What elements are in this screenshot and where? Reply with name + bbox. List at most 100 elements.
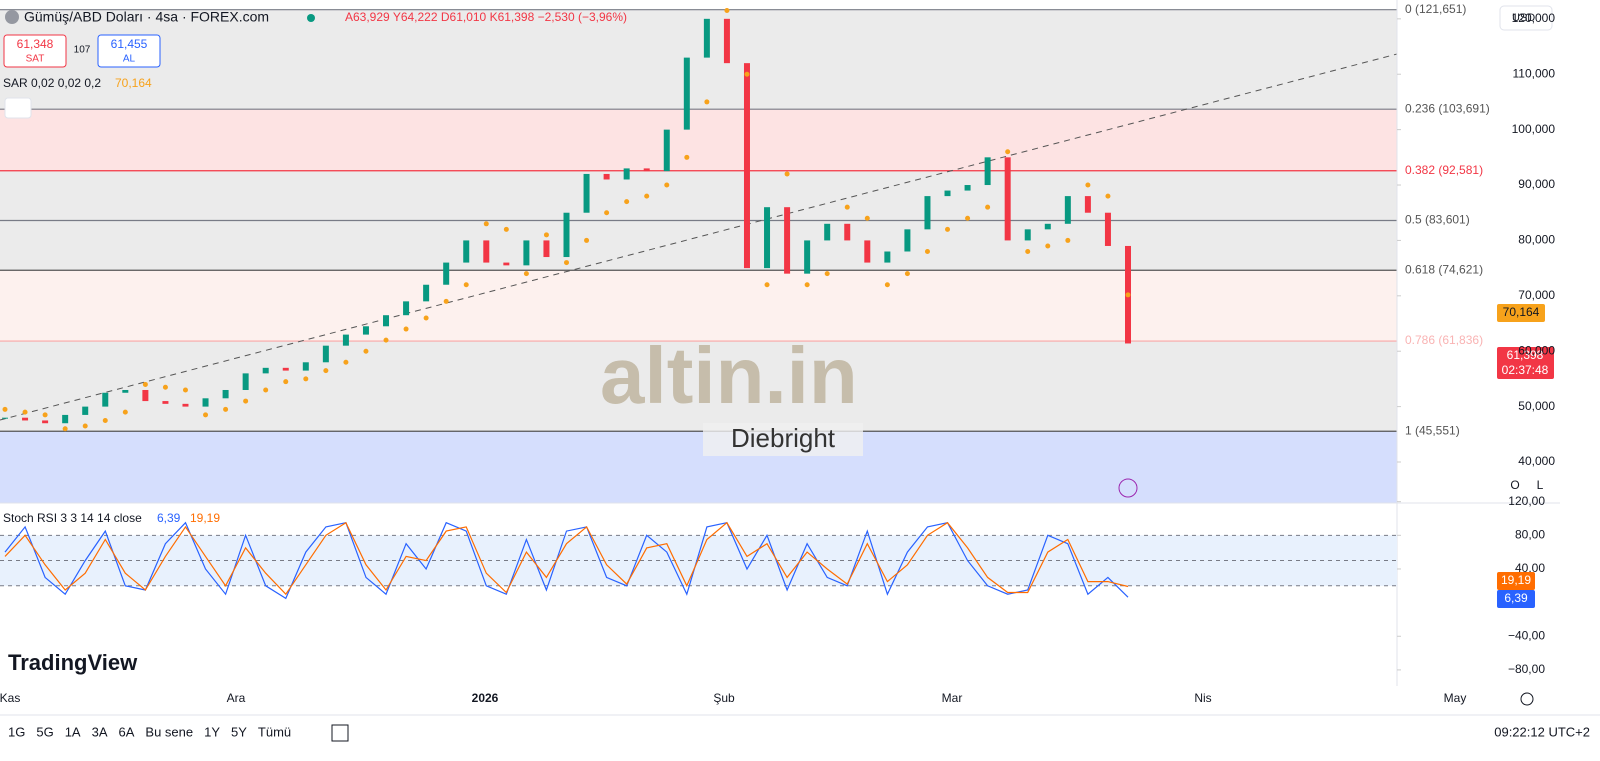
fib-label: 0.618 (74,621) bbox=[1405, 262, 1483, 276]
candle bbox=[82, 406, 89, 415]
range-button[interactable]: 5Y bbox=[231, 724, 247, 739]
candle bbox=[563, 212, 570, 258]
sar-dot bbox=[303, 376, 309, 382]
y-tick-label: −80,00 bbox=[1508, 662, 1545, 676]
y-tick-label: 100,000 bbox=[1512, 122, 1556, 136]
candle bbox=[703, 18, 710, 58]
range-button[interactable]: 6A bbox=[119, 724, 135, 739]
fib-band bbox=[0, 220, 1397, 271]
y-tick-label: 90,000 bbox=[1518, 177, 1555, 191]
candle bbox=[643, 168, 650, 172]
stoch-line bbox=[4, 521, 1129, 600]
candle bbox=[764, 207, 771, 269]
fib-band bbox=[0, 170, 1397, 221]
sar-dot bbox=[884, 282, 890, 288]
candle bbox=[463, 240, 470, 263]
range-button[interactable]: 1A bbox=[65, 724, 81, 739]
sell-button[interactable] bbox=[3, 34, 67, 68]
sar-dot bbox=[283, 379, 289, 385]
sar-dot bbox=[243, 398, 249, 404]
sar-dot bbox=[684, 154, 690, 160]
sar-dot bbox=[223, 406, 229, 412]
symbol[interactable]: Gümüş/ABD Doları · 4sa · FOREX.com bbox=[24, 9, 269, 25]
candle bbox=[964, 185, 971, 191]
currency-button[interactable] bbox=[1499, 5, 1553, 31]
candle bbox=[723, 18, 730, 64]
candle bbox=[22, 417, 29, 421]
fib-label: 0.5 (83,601) bbox=[1405, 213, 1470, 227]
symbol-icon bbox=[5, 10, 19, 24]
sar-dot bbox=[203, 412, 209, 418]
event-icon[interactable] bbox=[1118, 478, 1138, 498]
sar-dot bbox=[363, 348, 369, 354]
sar-dot bbox=[604, 210, 610, 216]
sar-dot bbox=[644, 193, 650, 199]
sar-dot bbox=[844, 204, 850, 210]
y-tick-label: 80,000 bbox=[1518, 233, 1555, 247]
fib-band bbox=[0, 341, 1397, 432]
settings-icon[interactable] bbox=[1520, 692, 1534, 706]
sar-value: 70,164 bbox=[115, 76, 152, 90]
buy-button[interactable] bbox=[97, 34, 161, 68]
fib-label: 0.786 (61,836) bbox=[1405, 333, 1483, 347]
scale-l[interactable]: L bbox=[1537, 478, 1544, 492]
buy-label: AL bbox=[123, 54, 136, 65]
sar-dot bbox=[383, 337, 389, 343]
y-tick-label: 70,000 bbox=[1518, 288, 1555, 302]
sar-dot bbox=[483, 221, 489, 227]
sar-dot bbox=[784, 171, 790, 177]
sar-dot bbox=[102, 417, 108, 423]
candle bbox=[182, 403, 189, 407]
candle bbox=[122, 389, 129, 393]
candle bbox=[944, 190, 951, 197]
fib-label: 0.236 (103,691) bbox=[1405, 101, 1490, 115]
sar-dot bbox=[62, 426, 68, 432]
candle bbox=[503, 262, 510, 266]
sar-dot bbox=[744, 71, 750, 77]
sar-dot bbox=[1085, 182, 1091, 188]
sar-dot bbox=[965, 215, 971, 221]
brand: TradingView bbox=[8, 650, 138, 675]
stoch-badge-bg bbox=[1497, 572, 1535, 590]
stoch-badge: 19,19 bbox=[1501, 573, 1531, 587]
range-button[interactable]: Bu sene bbox=[145, 724, 193, 739]
candle bbox=[663, 129, 670, 172]
candle bbox=[1024, 229, 1031, 241]
calendar-icon[interactable] bbox=[331, 724, 349, 742]
fib-label: 0.382 (92,581) bbox=[1405, 163, 1483, 177]
y-tick-label: 120,00 bbox=[1508, 494, 1545, 508]
candle bbox=[804, 240, 811, 274]
y-tick-label: −40,00 bbox=[1508, 628, 1545, 642]
sar-dot bbox=[1105, 193, 1111, 199]
y-tick-label: 40,00 bbox=[1515, 561, 1545, 575]
range-button[interactable]: 1Y bbox=[204, 724, 220, 739]
x-label: Kas bbox=[0, 691, 20, 705]
sar-dot bbox=[443, 298, 449, 304]
trend-line bbox=[0, 53, 1398, 421]
range-button[interactable]: 1G bbox=[8, 724, 25, 739]
sar-dot bbox=[42, 412, 48, 418]
x-label: Şub bbox=[713, 691, 735, 705]
sar-dot bbox=[323, 368, 329, 374]
fib-band bbox=[0, 0, 1397, 10]
ohlc: A63,929 Y64,222 D61,010 K61,398 −2,530 (… bbox=[345, 10, 627, 24]
candle bbox=[1084, 196, 1091, 213]
y-tick-label: 120,000 bbox=[1512, 11, 1556, 25]
stoch-legend: 6,39 bbox=[157, 511, 181, 525]
sar-dot bbox=[764, 282, 770, 288]
collapse-button[interactable] bbox=[4, 97, 32, 119]
price-badge-bg bbox=[1497, 347, 1554, 379]
candle bbox=[884, 251, 891, 263]
currency: USD bbox=[1512, 12, 1535, 24]
candle bbox=[2, 417, 8, 419]
main-pane: 0 (121,651) 0.236 (103,691) 0.382 (92,581)… bbox=[0, 0, 1490, 503]
range-button[interactable]: 3A bbox=[92, 724, 108, 739]
range-button[interactable]: Tümü bbox=[258, 724, 291, 739]
candle bbox=[623, 168, 630, 180]
range-button[interactable]: 5G bbox=[36, 724, 53, 739]
scale-o[interactable]: O bbox=[1510, 478, 1519, 492]
sar-dot bbox=[403, 326, 409, 332]
y-tick-label: 110,000 bbox=[1513, 66, 1556, 80]
sar-dot bbox=[1065, 237, 1071, 243]
